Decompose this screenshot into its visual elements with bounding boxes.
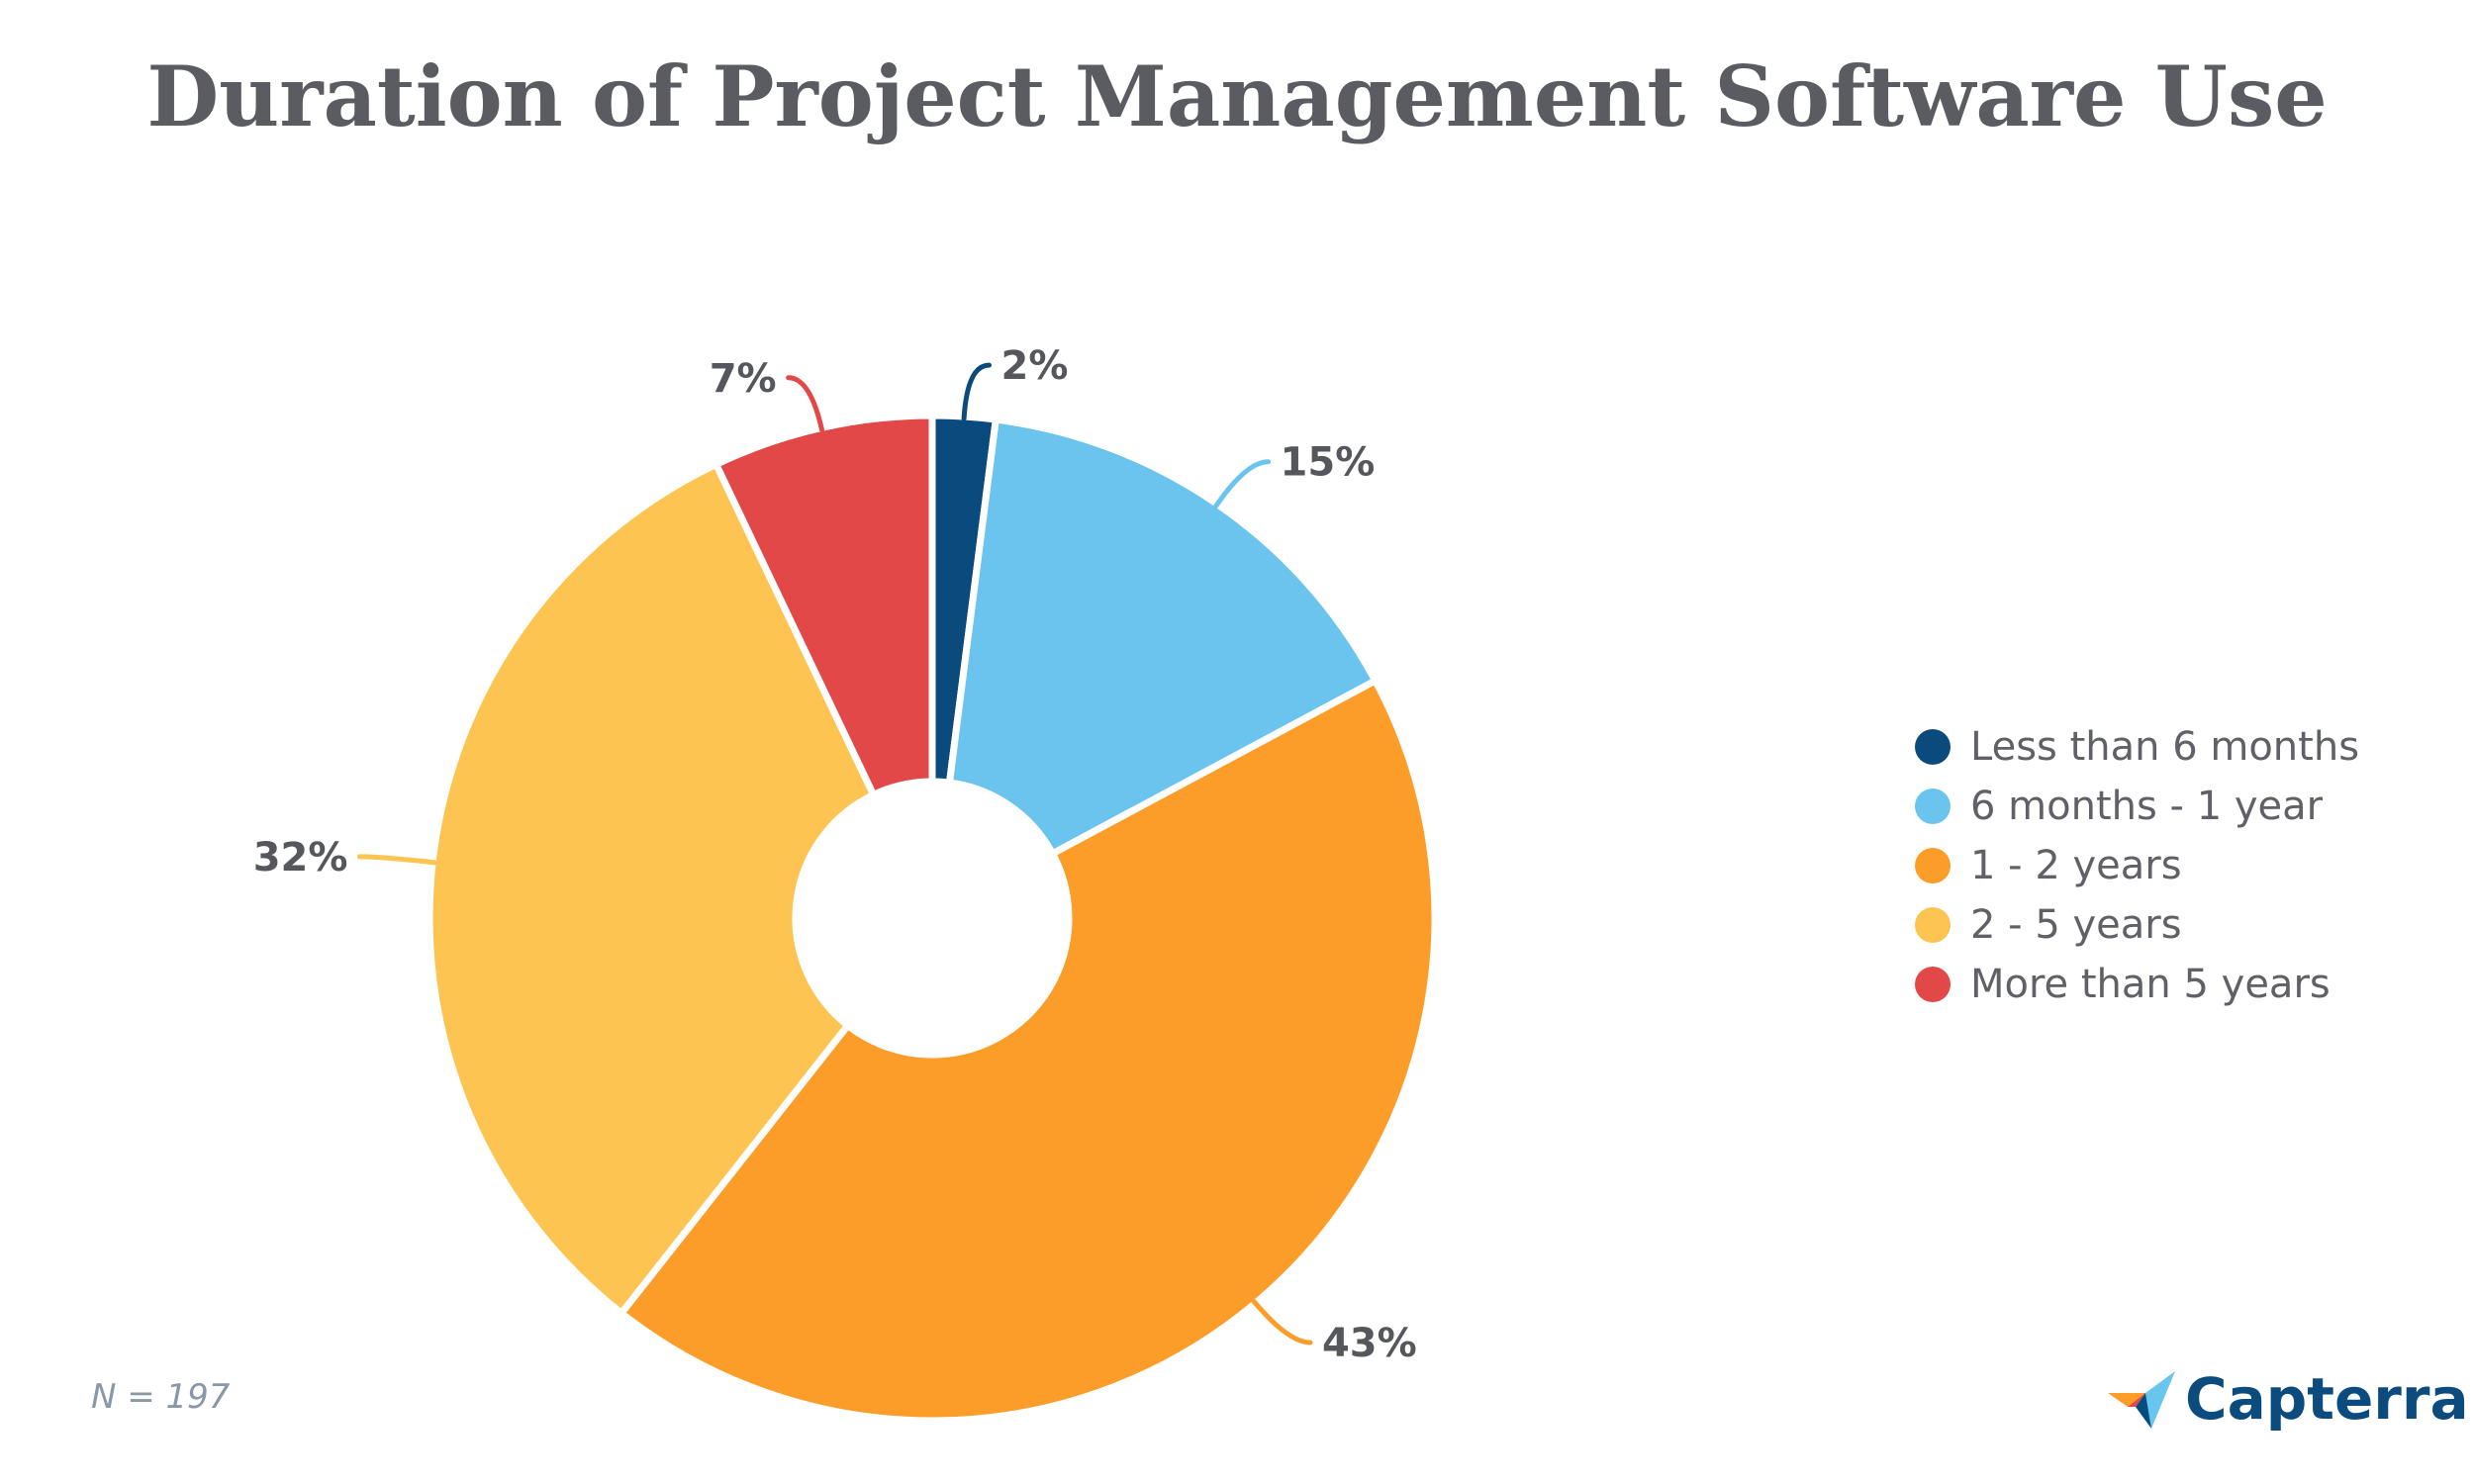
leader-line bbox=[356, 854, 437, 866]
legend-label: 6 months - 1 year bbox=[1970, 784, 2324, 829]
data-label: 43% bbox=[1322, 1321, 1417, 1366]
capterra-logo-icon bbox=[2108, 1371, 2175, 1429]
legend: Less than 6 months 6 months - 1 year 1 -… bbox=[1915, 717, 2359, 1014]
legend-label: 1 - 2 years bbox=[1970, 843, 2182, 888]
leader-line bbox=[786, 375, 825, 432]
legend-swatch bbox=[1915, 848, 1951, 883]
leader-line bbox=[1213, 459, 1272, 509]
pie-slice bbox=[945, 416, 1380, 858]
legend-item: Less than 6 months bbox=[1915, 717, 2359, 777]
pie-slice bbox=[713, 412, 936, 798]
legend-swatch bbox=[1915, 907, 1951, 943]
legend-item: More than 5 years bbox=[1915, 955, 2359, 1014]
legend-item: 2 - 5 years bbox=[1915, 895, 2359, 955]
legend-label: Less than 6 months bbox=[1970, 724, 2360, 770]
chart-title: Duration of Project Management Software … bbox=[146, 47, 2328, 145]
leader-line bbox=[961, 362, 993, 421]
legend-swatch bbox=[1915, 729, 1951, 765]
legend-swatch bbox=[1915, 967, 1951, 1002]
leader-line bbox=[1251, 1299, 1313, 1345]
sample-size-note: N = 197 bbox=[91, 1377, 231, 1417]
data-label: 32% bbox=[253, 835, 348, 881]
legend-label: More than 5 years bbox=[1970, 962, 2331, 1007]
legend-label: 2 - 5 years bbox=[1970, 902, 2182, 948]
pie-slice bbox=[426, 460, 878, 1317]
data-label: 2% bbox=[1001, 343, 1069, 389]
legend-item: 6 months - 1 year bbox=[1915, 777, 2359, 836]
legend-item: 1 - 2 years bbox=[1915, 836, 2359, 895]
data-label: 7% bbox=[710, 356, 777, 402]
legend-swatch bbox=[1915, 788, 1951, 824]
brand-logo: Capterra bbox=[2106, 1363, 2469, 1435]
brand-name: Capterra bbox=[2185, 1365, 2469, 1433]
data-label: 15% bbox=[1281, 440, 1376, 486]
pie-slice bbox=[618, 677, 1439, 1425]
